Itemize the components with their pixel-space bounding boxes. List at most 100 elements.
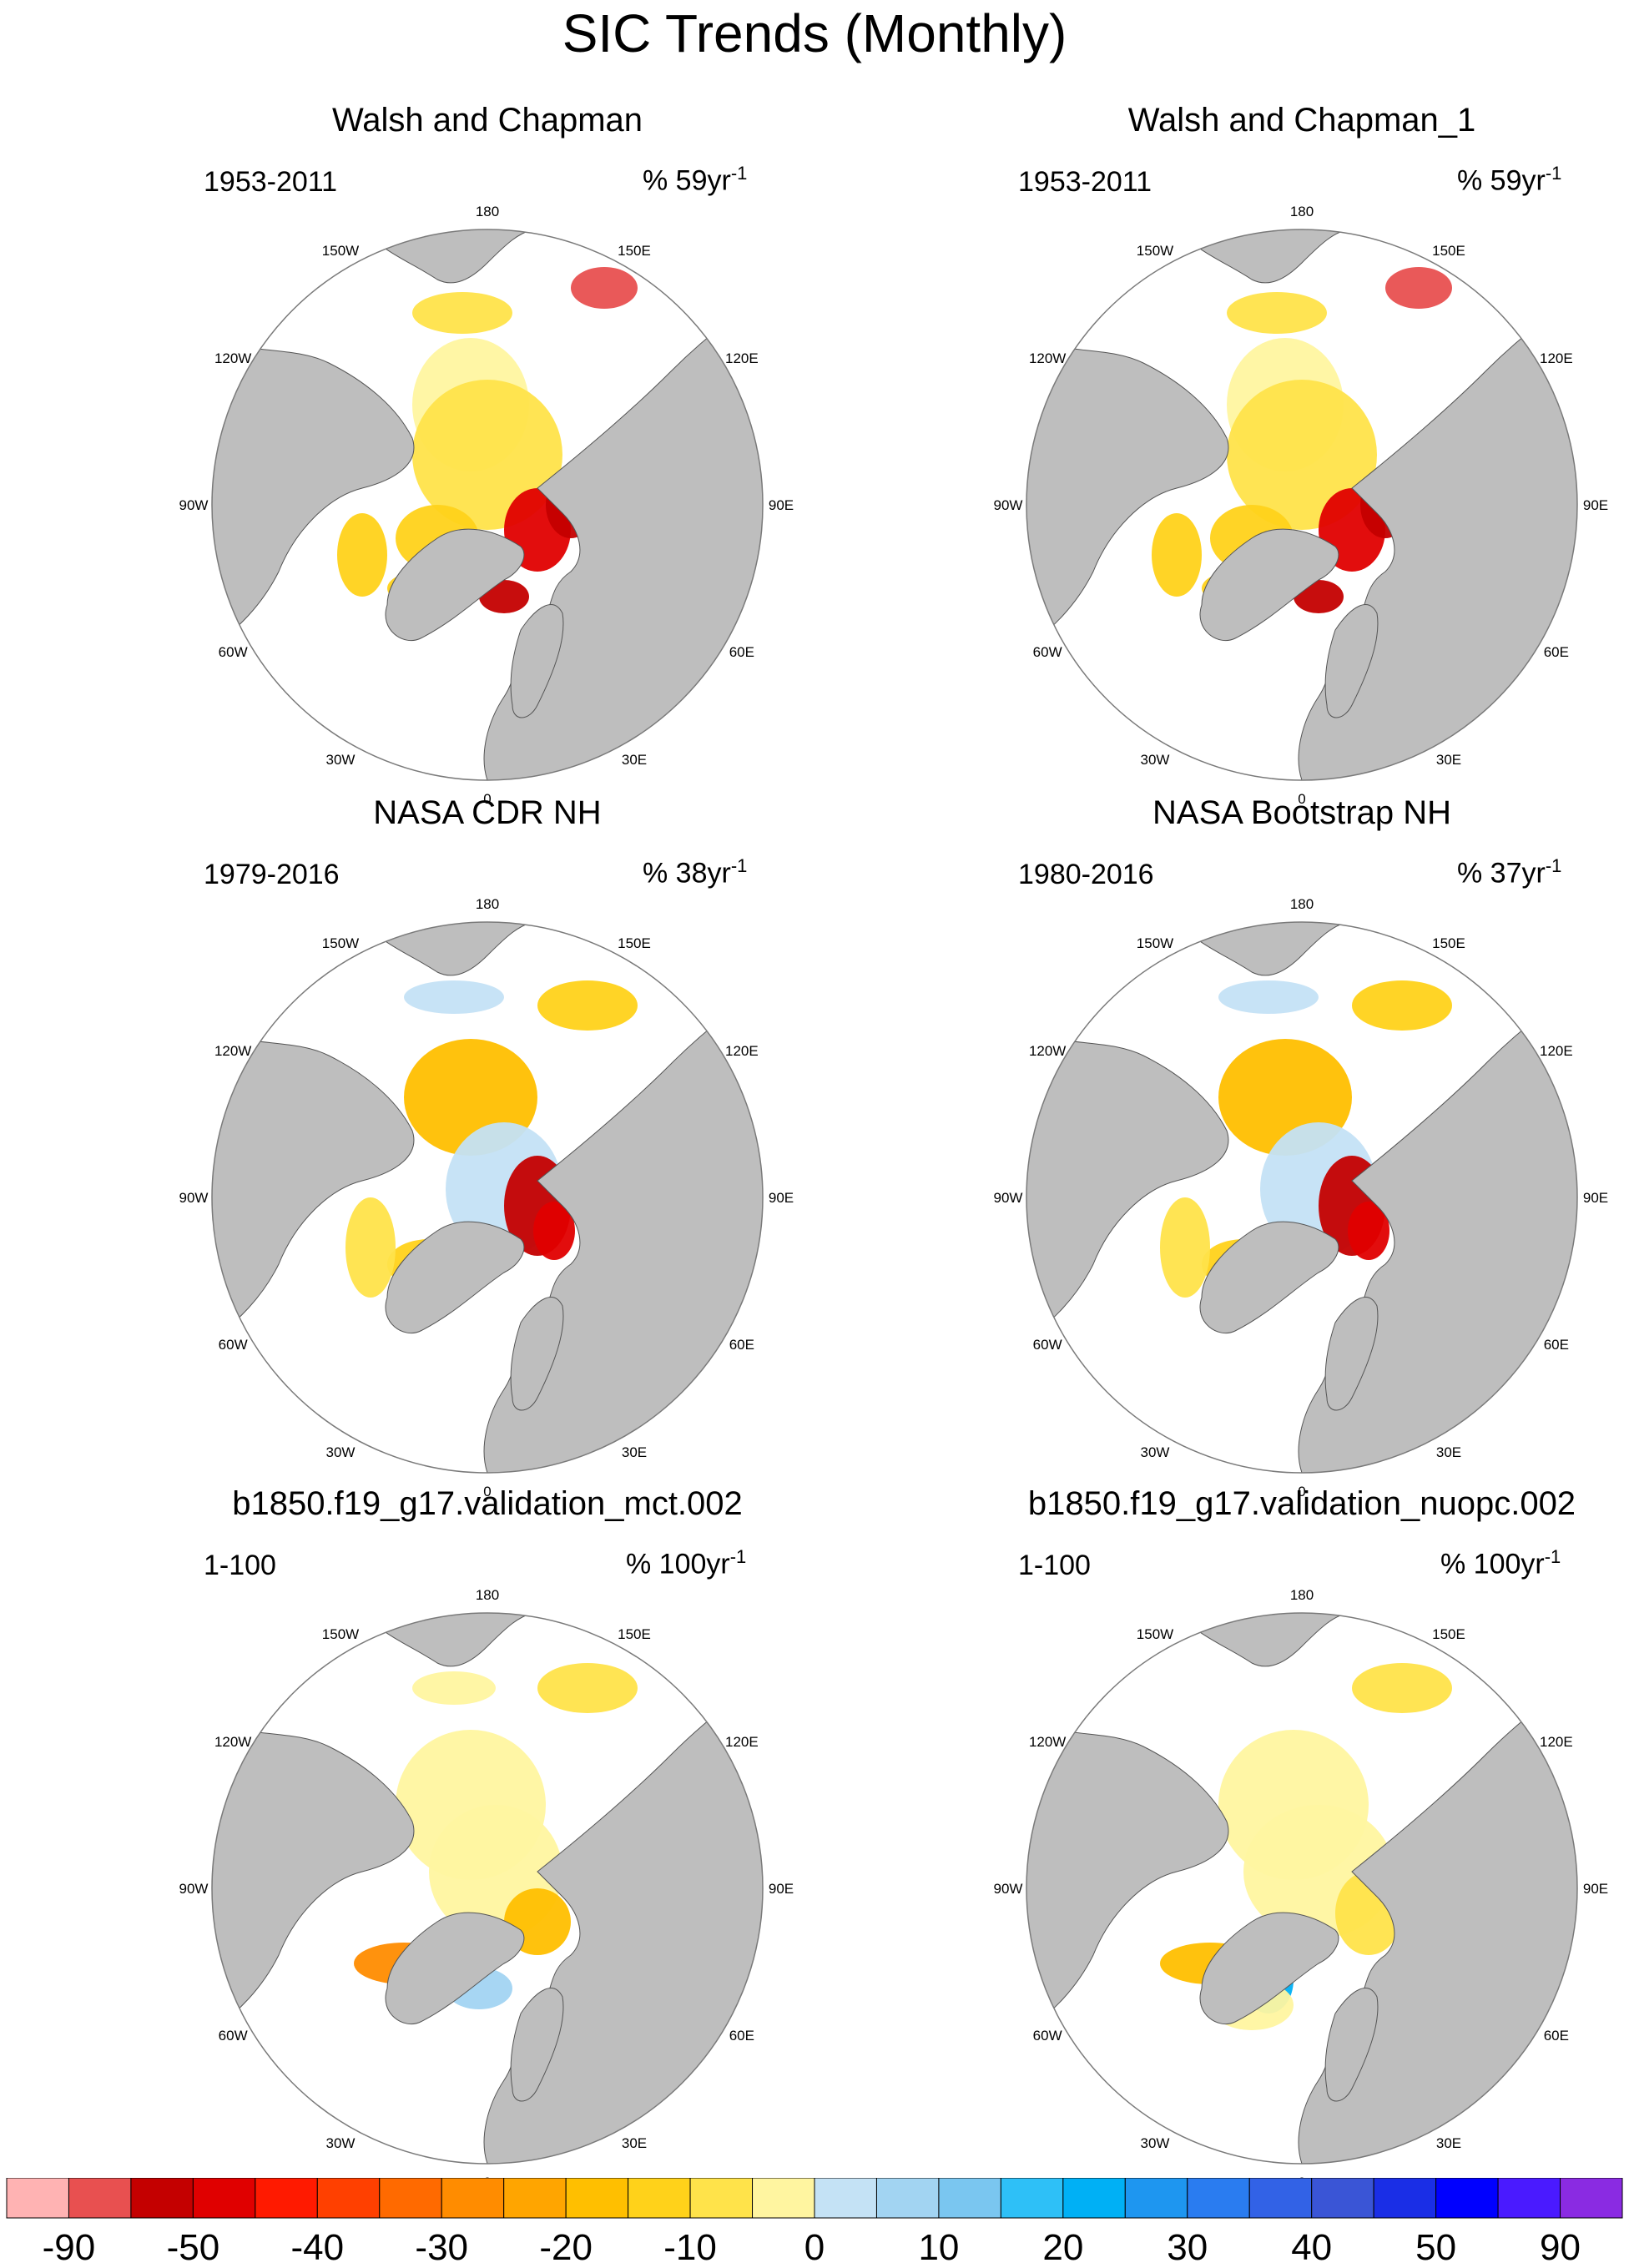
trend-region: [533, 1202, 575, 1260]
longitude-label: 120W: [1029, 1734, 1066, 1750]
units-label: % 100yr-1: [1440, 1540, 1561, 1580]
longitude-label: 30E: [1436, 752, 1461, 768]
longitude-label: 30W: [1141, 752, 1170, 768]
landmass: [510, 1988, 564, 2102]
longitude-label: 120E: [1540, 1734, 1573, 1750]
longitude-label: 60E: [1544, 644, 1569, 660]
units-text: % 38yr: [643, 857, 731, 890]
landmass: [1026, 337, 1229, 648]
longitude-label: 60E: [1544, 1337, 1569, 1353]
colorbar-label: 20: [1042, 2227, 1083, 2268]
longitude-label: 90W: [994, 497, 1023, 513]
longitude-label: 60E: [729, 2028, 754, 2044]
landmass: [385, 528, 525, 642]
longitude-label: 90W: [994, 1881, 1023, 1897]
longitude-label: 0: [1298, 791, 1305, 807]
colorbar-label: 40: [1291, 2227, 1332, 2268]
longitude-label: 180: [476, 1587, 499, 1603]
colorbar-label: 90: [1540, 2227, 1581, 2268]
longitude-label: 150W: [1137, 935, 1173, 951]
longitude-label: 90E: [769, 1190, 794, 1206]
colorbar-box: [1124, 2178, 1188, 2219]
longitude-label: 90E: [1583, 1190, 1608, 1206]
longitude-label: 30E: [622, 1444, 647, 1460]
landmass: [1324, 604, 1379, 718]
panel-title: Walsh and Chapman: [331, 102, 643, 139]
units-text: % 100yr: [626, 1548, 730, 1580]
longitude-label: 120W: [1029, 350, 1066, 366]
units-text: % 100yr: [1440, 1548, 1545, 1580]
colorbar-label: 30: [1167, 2227, 1208, 2268]
map-panel: NASA Bootstrap NH 1980-2016 % 37yr-1 180 150…: [814, 793, 1629, 1499]
trend-region: [1348, 1202, 1389, 1260]
map-boundary: [1026, 921, 1578, 1474]
colorbar-box: [379, 2178, 442, 2219]
colorbar-box: [503, 2178, 567, 2219]
longitude-label: 60E: [1544, 2028, 1569, 2044]
longitude-label: 90W: [994, 1190, 1023, 1206]
panel-title: b1850.f19_g17.validation_nuopc.002: [1027, 1485, 1576, 1522]
units-exponent: -1: [1544, 1546, 1561, 1567]
units-label: % 59yr-1: [643, 157, 747, 197]
colorbar-label: -20: [539, 2227, 593, 2268]
colorbar-box: [1560, 2178, 1623, 2219]
trend-region: [1352, 1663, 1452, 1713]
landmass: [1026, 1721, 1229, 2031]
figure-title: SIC Trends (Monthly): [562, 3, 1067, 63]
longitude-label: 90E: [1583, 497, 1608, 513]
trend-region: [537, 1663, 638, 1713]
panel-title: NASA CDR NH: [373, 794, 602, 831]
colorbar-box: [1062, 2178, 1126, 2219]
landmass: [1199, 1912, 1339, 2025]
longitude-label: 60W: [219, 2028, 248, 2044]
period-label: 1979-2016: [204, 859, 340, 890]
trend-region: [571, 267, 638, 309]
longitude-label: 150E: [618, 1626, 651, 1642]
trend-region: [537, 980, 638, 1031]
longitude-label: 120E: [1540, 350, 1573, 366]
landmass: [1175, 1613, 1353, 1667]
colorbar-box: [814, 2178, 877, 2219]
units-exponent: -1: [1545, 163, 1562, 184]
trend-region: [1160, 1197, 1210, 1298]
colorbar-box: [752, 2178, 815, 2219]
colorbar-label: -10: [663, 2227, 717, 2268]
longitude-label: 150W: [1137, 1626, 1173, 1642]
longitude-label: 120W: [1029, 1043, 1066, 1059]
colorbar-box: [1187, 2178, 1250, 2219]
landmass: [1324, 1297, 1379, 1411]
colorbar-label: 10: [918, 2227, 959, 2268]
trend-region: [1385, 267, 1452, 309]
colorbar-box: [6, 2178, 69, 2219]
longitude-label: 60E: [729, 644, 754, 660]
longitude-label: 150E: [1432, 935, 1465, 951]
longitude-label: 150W: [1137, 243, 1173, 259]
colorbar-box: [1311, 2178, 1374, 2219]
longitude-label: 150E: [618, 243, 651, 259]
trend-region: [404, 980, 504, 1014]
colorbar-box: [1000, 2178, 1064, 2219]
longitude-label: 30W: [1141, 1444, 1170, 1460]
longitude-label: 180: [476, 896, 499, 912]
units-text: % 59yr: [1457, 164, 1546, 197]
landmass: [212, 1721, 415, 2031]
colorbar-label: 0: [804, 2227, 825, 2268]
colorbar-box: [192, 2178, 256, 2219]
trend-region: [337, 513, 387, 597]
colorbar-box: [1373, 2178, 1437, 2219]
colorbar-label: -40: [291, 2227, 345, 2268]
longitude-label: 120E: [725, 1734, 759, 1750]
longitude-label: 90E: [769, 1881, 794, 1897]
longitude-label: 120W: [214, 1734, 251, 1750]
longitude-label: 150W: [322, 1626, 359, 1642]
longitude-label: 0: [483, 791, 491, 807]
longitude-label: 60W: [1033, 2028, 1062, 2044]
colorbar-box: [1435, 2178, 1499, 2219]
map-boundary: [211, 1612, 764, 2165]
longitude-label: 60W: [1033, 644, 1062, 660]
longitude-label: 30W: [326, 2135, 356, 2151]
trend-region: [1227, 292, 1327, 334]
